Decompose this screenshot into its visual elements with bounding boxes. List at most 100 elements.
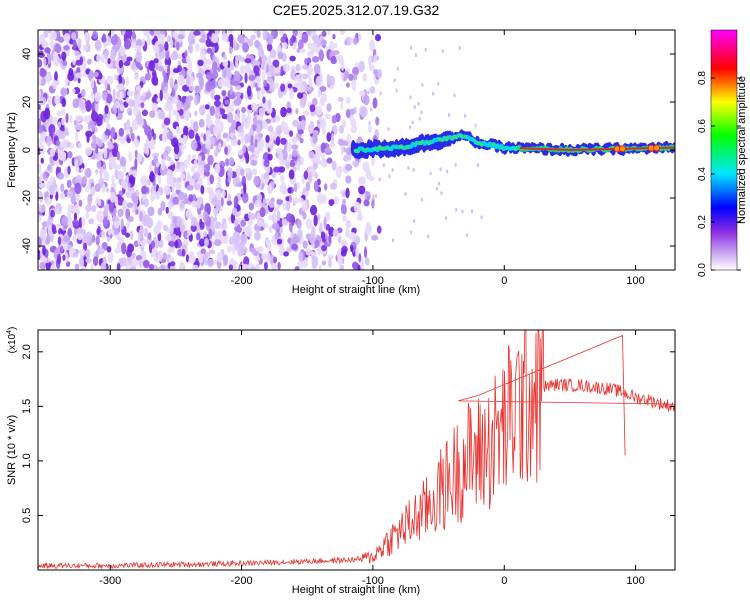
noise-blob — [185, 254, 190, 263]
noise-blob — [38, 103, 41, 109]
noise-blob — [257, 246, 264, 253]
noise-blob — [164, 86, 168, 94]
noise-blob — [227, 175, 232, 183]
noise-blob — [258, 107, 266, 114]
noise-blob — [280, 65, 284, 73]
noise-blob — [97, 247, 105, 255]
noise-blob — [39, 96, 47, 106]
noise-blob — [131, 258, 139, 268]
noise-blob — [271, 262, 278, 270]
noise-blob — [277, 51, 284, 60]
noise-blob — [172, 68, 180, 74]
noise-blob — [404, 192, 407, 197]
noise-blob — [200, 248, 207, 255]
noise-blob — [67, 151, 73, 159]
noise-blob — [353, 37, 358, 46]
noise-blob — [205, 72, 213, 81]
noise-blob — [151, 102, 158, 113]
noise-blob — [247, 38, 254, 47]
noise-blob — [158, 110, 166, 120]
noise-blob — [172, 30, 179, 39]
x-tick-label: -300 — [99, 275, 121, 287]
noise-blob — [371, 199, 375, 209]
noise-blob — [311, 55, 320, 63]
noise-blob — [297, 92, 304, 99]
noise-blob — [234, 177, 241, 184]
noise-blob — [152, 152, 160, 159]
noise-blob — [74, 158, 79, 168]
noise-blob — [128, 151, 133, 162]
noise-blob — [91, 204, 97, 213]
noise-blob — [289, 55, 296, 62]
noise-blob — [38, 215, 42, 223]
noise-blob — [266, 43, 273, 52]
noise-blob — [204, 237, 209, 248]
noise-blob — [70, 142, 74, 150]
noise-blob — [185, 209, 192, 219]
noise-blob — [297, 39, 304, 51]
noise-blob — [348, 232, 356, 241]
noise-blob — [234, 91, 242, 97]
y-tick-label: 20 — [21, 96, 33, 108]
noise-blob — [240, 233, 248, 246]
noise-blob — [52, 224, 57, 235]
noise-blob — [165, 233, 172, 242]
noise-blob — [435, 186, 439, 191]
noise-blob — [254, 232, 261, 240]
noise-blob — [271, 222, 279, 230]
noise-blob — [275, 114, 281, 123]
noise-blob — [200, 185, 205, 195]
noise-blob — [176, 216, 183, 228]
noise-blob — [221, 90, 227, 97]
noise-blob — [376, 225, 382, 234]
noise-blob — [134, 158, 138, 170]
noise-blob — [237, 242, 243, 250]
noise-blob — [396, 66, 400, 71]
noise-blob — [199, 218, 203, 228]
noise-blob — [80, 89, 86, 98]
noise-blob — [59, 57, 64, 66]
noise-blob — [119, 156, 127, 167]
noise-blob — [153, 225, 161, 236]
noise-blob — [328, 75, 336, 86]
noise-blob — [126, 56, 133, 62]
noise-blob — [154, 45, 160, 54]
noise-blob — [38, 124, 44, 134]
noise-blob — [94, 100, 99, 113]
x-tick-label: -100 — [362, 275, 384, 287]
noise-blob — [240, 133, 245, 144]
noise-blob — [222, 69, 227, 79]
noise-blob — [147, 206, 155, 217]
noise-blob — [175, 181, 182, 191]
x-tick-label: -200 — [231, 575, 253, 587]
x-tick-label: 100 — [626, 575, 644, 587]
noise-blob — [218, 142, 222, 150]
noise-blob — [288, 221, 293, 233]
noise-blob — [192, 171, 201, 181]
noise-blob — [72, 207, 78, 213]
noise-blob — [74, 98, 81, 108]
noise-blob — [105, 187, 109, 193]
noise-blob — [64, 126, 69, 136]
noise-blob — [92, 134, 96, 142]
noise-blob — [252, 123, 257, 132]
noise-blob — [326, 103, 332, 112]
noise-blob — [213, 149, 219, 158]
noise-blob — [231, 119, 237, 130]
noise-blob — [107, 251, 114, 264]
noise-blob — [226, 245, 233, 253]
noise-blob — [178, 137, 185, 144]
noise-blob — [74, 50, 80, 57]
noise-blob — [113, 74, 118, 81]
noise-blob — [151, 128, 155, 137]
noise-blob — [139, 211, 144, 223]
noise-blob — [235, 96, 242, 105]
noise-blob — [255, 255, 261, 262]
noise-blob — [257, 114, 264, 121]
noise-blob — [342, 198, 346, 206]
noise-blob — [40, 157, 44, 164]
noise-blob — [240, 219, 247, 227]
noise-blob — [280, 36, 287, 43]
noise-blob — [78, 248, 86, 256]
